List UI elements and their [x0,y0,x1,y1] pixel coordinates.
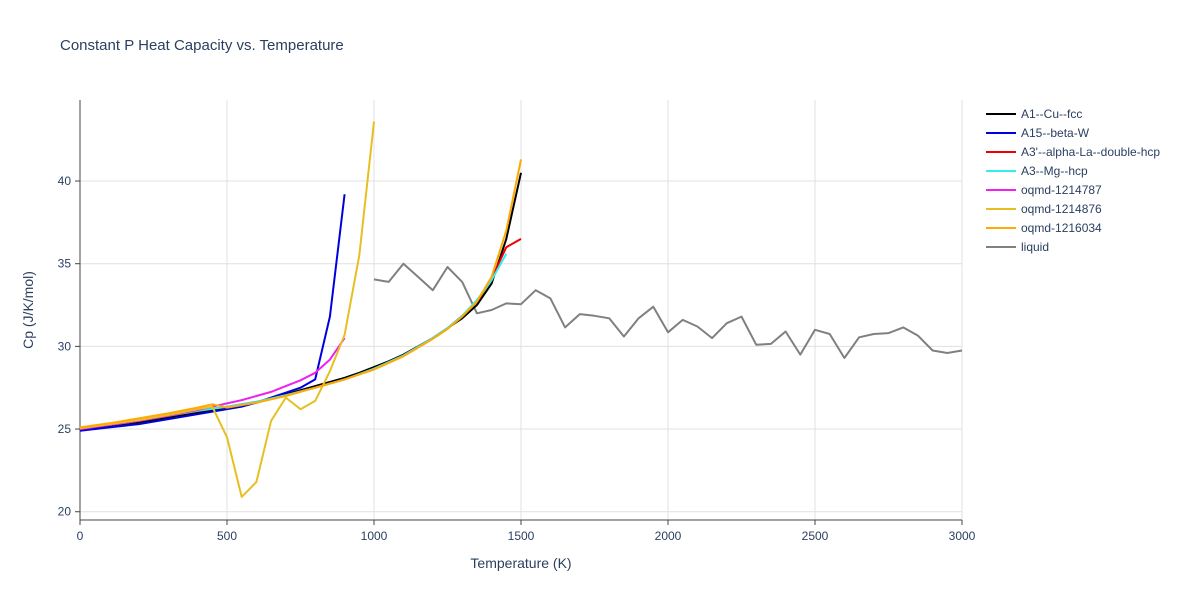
y-tick-label: 25 [58,422,72,436]
grid [80,100,963,520]
legend-label: A3--Mg--hcp [1021,164,1088,178]
y-tick-label: 40 [58,174,72,188]
series-line-liquid[interactable] [373,262,963,359]
legend-item[interactable]: A3'--alpha-La--double-hcp [986,145,1160,159]
x-tick-label: 1000 [361,529,388,543]
legend-label: oqmd-1214787 [1021,183,1102,197]
legend[interactable]: A1--Cu--fcc A15--beta-W A3'--alpha-La--dou… [986,107,1160,254]
x-tick-label: 500 [217,529,237,543]
legend-item[interactable]: liquid [986,240,1049,254]
x-tick-label: 2000 [655,529,682,543]
legend-label: A15--beta-W [1021,126,1090,140]
series-line-a3-mg-hcp[interactable] [79,253,508,430]
legend-label: A3'--alpha-La--double-hcp [1021,145,1160,159]
legend-item[interactable]: oqmd-1214876 [986,202,1102,216]
legend-item[interactable]: oqmd-1214787 [986,183,1102,197]
legend-label: liquid [1021,240,1049,254]
legend-item[interactable]: A15--beta-W [986,126,1090,140]
series-line-oqmd-1214876[interactable] [79,121,375,498]
series-line-oqmd-1216034[interactable] [79,159,522,429]
x-tick-label: 0 [77,529,84,543]
legend-item[interactable]: A3--Mg--hcp [986,164,1088,178]
y-tick-label: 20 [58,505,72,519]
tick-labels: 0 500 1000 1500 2000 2500 3000 20 25 30 35 40 [58,174,976,543]
x-tick-label: 1500 [508,529,535,543]
y-axis-title: Cp (J/K/mol) [20,271,36,349]
x-tick-label: 2500 [802,529,829,543]
chart-title: Constant P Heat Capacity vs. Temperature [60,37,344,54]
legend-item[interactable]: oqmd-1216034 [986,221,1102,235]
series-line-oqmd-1214787[interactable] [79,337,346,431]
series-line-a3-alpha-la-double-hcp[interactable] [79,238,522,430]
legend-label: A1--Cu--fcc [1021,107,1082,121]
series-line-a15-beta-w[interactable] [79,194,346,432]
legend-label: oqmd-1216034 [1021,221,1102,235]
axes [75,100,963,525]
x-tick-label: 3000 [949,529,976,543]
plot-area [79,121,963,498]
y-tick-label: 35 [58,257,72,271]
y-tick-label: 30 [58,339,72,353]
legend-item[interactable]: A1--Cu--fcc [986,107,1082,121]
legend-label: oqmd-1214876 [1021,202,1102,216]
x-axis-title: Temperature (K) [470,555,571,571]
